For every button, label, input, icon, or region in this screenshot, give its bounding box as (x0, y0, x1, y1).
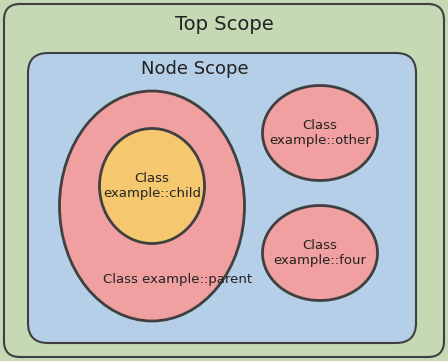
Text: Class
example::child: Class example::child (103, 172, 201, 200)
FancyBboxPatch shape (4, 4, 444, 357)
Ellipse shape (60, 91, 245, 321)
Text: Class
example::four: Class example::four (273, 239, 366, 267)
Ellipse shape (263, 205, 378, 300)
Ellipse shape (99, 129, 204, 244)
Text: Class
example::other: Class example::other (269, 119, 371, 147)
Ellipse shape (263, 86, 378, 180)
Text: Node Scope: Node Scope (141, 60, 249, 78)
Text: Top Scope: Top Scope (175, 16, 273, 35)
FancyBboxPatch shape (28, 53, 416, 343)
Text: Class example::parent: Class example::parent (103, 273, 253, 286)
